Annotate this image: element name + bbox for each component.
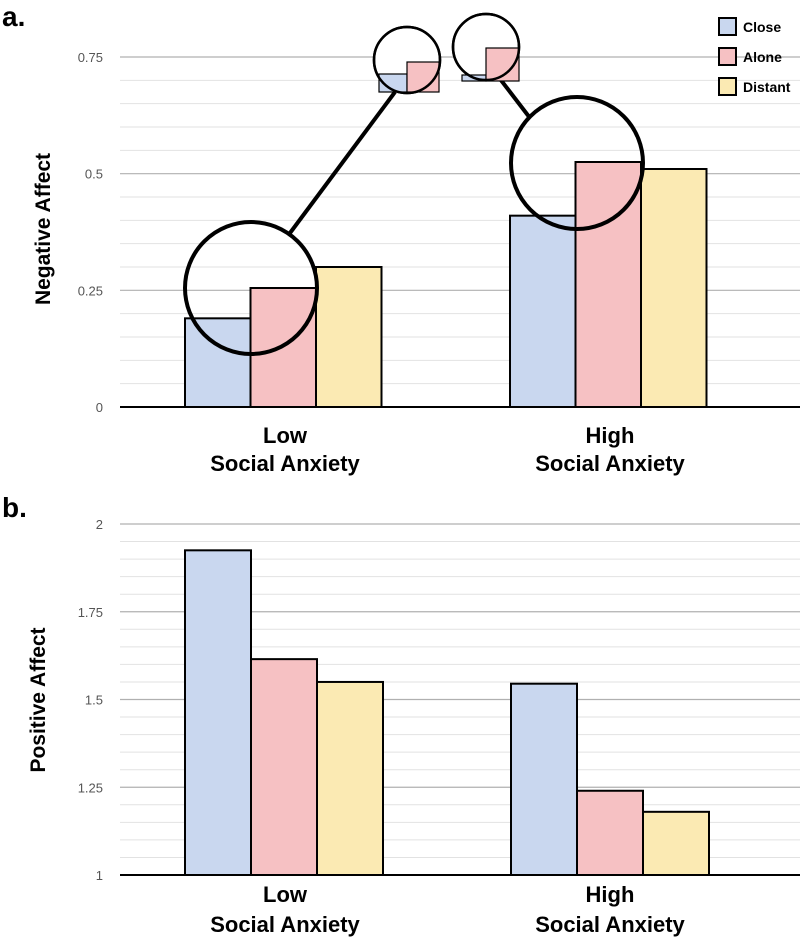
category-label-line1: High [586,423,635,448]
legend-swatch-close [718,17,737,36]
category-label-line1: High [586,882,635,907]
zoom-inset-low-outline [372,25,442,95]
magnifier-annotation-low [183,25,442,356]
category-label-line2: Social Anxiety [535,912,685,937]
panel-a-y-ticks: 0 0.25 0.5 0.75 [78,50,103,415]
y-tick-label: 0.75 [78,50,103,65]
panel-a-bars [184,161,708,409]
y-tick-label: 1.5 [85,693,103,708]
category-label-line2: Social Anxiety [535,451,685,476]
category-label-line2: Social Anxiety [210,451,360,476]
panel-b-positive-affect: b. 1 1.25 1.5 1.75 2 Positive Affect Low Soci… [2,492,800,937]
category-label-line2: Social Anxiety [210,912,360,937]
legend: Close Alone Distant [718,17,791,96]
panel-a-negative-affect: a. 0 0.25 0.5 0.75 Negative Affect Low Socia… [2,1,800,476]
y-tick-label: 0.5 [85,167,103,182]
zoom-circle-low [183,220,319,356]
bar-close-low [184,317,252,409]
y-tick-label: 2 [96,517,103,532]
panel-b-y-axis-label: Positive Affect [27,627,50,772]
panel-b-label: b. [2,492,27,523]
bar-close-low [184,549,252,876]
zoom-inset-high-outline [451,12,521,82]
y-tick-label: 0.25 [78,283,103,298]
zoom-inset-low-alone-bar [406,61,440,93]
bar-alone-high [576,789,644,877]
category-label-line1: Low [263,423,308,448]
bar-distant-low [315,266,383,408]
y-tick-label: 0 [96,400,103,415]
y-tick-label: 1.75 [78,605,103,620]
legend-swatch-distant [718,77,737,96]
bar-distant-low [316,680,384,877]
panel-b-category-labels: Low Social Anxiety High Social Anxiety [210,882,685,937]
bar-close-high [509,214,577,408]
legend-swatch-alone [718,47,737,66]
connector-line-low [288,90,397,235]
panel-a-category-labels: Low Social Anxiety High Social Anxiety [210,423,685,476]
bar-close-high [510,682,578,877]
panel-a-y-axis-label: Negative Affect [32,153,55,305]
legend-label-close: Close [743,19,781,35]
magnifier-annotation-high [451,12,645,231]
legend-label-alone: Alone [743,49,782,65]
connector-line-high [495,73,532,120]
panel-a-label: a. [2,1,25,32]
zoom-circle-high [509,95,645,231]
panel-b-bars [184,549,710,877]
legend-label-distant: Distant [743,79,791,95]
panel-b-y-ticks: 1 1.25 1.5 1.75 2 [78,517,103,883]
bar-distant-high [642,810,710,877]
y-tick-label: 1.25 [78,780,103,795]
y-tick-label: 1 [96,868,103,883]
category-label-line1: Low [263,882,308,907]
bar-distant-high [640,168,708,408]
bar-alone-low [250,658,318,877]
